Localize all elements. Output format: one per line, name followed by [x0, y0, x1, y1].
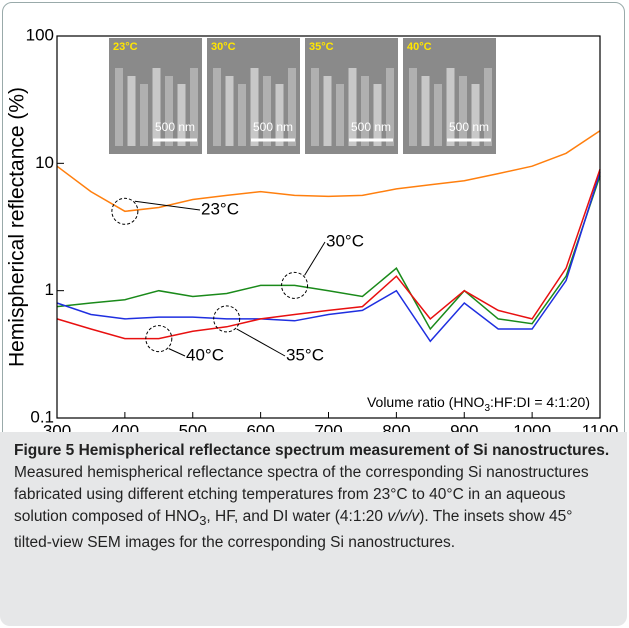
caption-italic: v/v/v [387, 508, 420, 525]
sem-pillar [484, 68, 492, 146]
sem-pillar [311, 68, 319, 146]
x-tick-label: 600 [246, 421, 274, 432]
x-tick-label: 400 [111, 421, 139, 432]
sem-pillar [471, 84, 480, 146]
sem-pillar [288, 68, 296, 146]
sem-pillar [177, 84, 186, 146]
sem-pillar [250, 68, 259, 146]
sem-pillar [348, 68, 357, 146]
inset-label: 35°C [309, 41, 334, 53]
x-tick-label: 900 [450, 421, 478, 432]
caption-text: Measured hemispherical reflectance spect… [14, 464, 589, 525]
sem-pillar [323, 76, 332, 146]
x-tick-label: 500 [179, 421, 207, 432]
sem-pillar [459, 76, 467, 146]
inset-label: 30°C [211, 41, 236, 53]
sem-pillar [263, 76, 271, 146]
sem-pillar [386, 68, 394, 146]
series-label: 35°C [286, 345, 324, 364]
sem-pillar [213, 68, 221, 146]
data-line [56, 168, 601, 340]
sem-pillar [446, 68, 455, 146]
x-tick-label: 700 [314, 421, 342, 432]
sem-pillar [140, 84, 148, 146]
sem-pillar [190, 68, 198, 146]
callout-arrow [236, 328, 286, 357]
callout-arrow [304, 241, 326, 276]
sem-pillar [225, 76, 234, 146]
caption-text: , HF, and DI water (4:1:20 [206, 508, 388, 525]
callout-arrow [168, 348, 186, 357]
series-label: 30°C [326, 231, 364, 250]
y-axis-label: Hemispherical reflectance (%) [6, 87, 29, 367]
caption-sub: 3 [199, 513, 207, 529]
y-tick-label: 10 [35, 153, 54, 172]
caption-title: Figure 5 Hemispherical reflectance spect… [14, 442, 610, 459]
sem-pillar [152, 68, 161, 146]
x-tick-label: 300 [43, 421, 71, 432]
scale-label: 500 nm [155, 120, 195, 134]
annotation: Volume ratio (HNO3:HF:DI = 4:1:20) [367, 394, 590, 414]
sem-pillar [373, 84, 382, 146]
sem-pillar [165, 76, 173, 146]
data-line [56, 175, 601, 331]
sem-pillar [409, 68, 417, 146]
annotation-part: Volume ratio (HNO [367, 394, 485, 410]
scale-label: 500 nm [449, 120, 489, 134]
x-tick-label: 1000 [513, 421, 551, 432]
sem-pillar [115, 68, 123, 146]
sem-pillar [238, 84, 246, 146]
y-tick-label: 0.1 [30, 407, 54, 426]
sem-pillar [127, 76, 136, 146]
sem-pillar [275, 84, 284, 146]
data-line [56, 130, 601, 213]
series-label: 40°C [186, 345, 224, 364]
x-tick-label: 1100 [582, 421, 619, 432]
y-tick-label: 1 [45, 280, 54, 299]
annotation-part: :HF:DI = 4:1:20) [490, 394, 590, 410]
scale-label: 500 nm [351, 120, 391, 134]
x-tick-label: 800 [382, 421, 410, 432]
inset-label: 23°C [113, 41, 138, 53]
inset-label: 40°C [407, 41, 432, 53]
sem-pillar [361, 76, 369, 146]
series-label: 23°C [201, 199, 239, 218]
y-tick-label: 100 [26, 25, 54, 44]
callout-circle [145, 325, 173, 353]
data-line [56, 172, 601, 343]
sem-pillar [434, 84, 442, 146]
sem-pillar [421, 76, 430, 146]
sem-pillar [336, 84, 344, 146]
annotation-part: 3 [484, 403, 490, 414]
callout-arrow [134, 200, 201, 211]
callout-circle [281, 271, 309, 299]
callout-circle [111, 197, 139, 225]
chart: 23°C 500 nm 30°C 500 nm 35°C 500 nm 40°C 500 nm… [6, 25, 619, 432]
plot-frame [56, 35, 601, 419]
caption-text: ). The insets show 45° tilted-view SEM i… [14, 508, 573, 552]
caption: Figure 5 Hemispherical reflectance spect… [0, 432, 627, 626]
callout-circle [213, 305, 241, 333]
scale-label: 500 nm [253, 120, 293, 134]
